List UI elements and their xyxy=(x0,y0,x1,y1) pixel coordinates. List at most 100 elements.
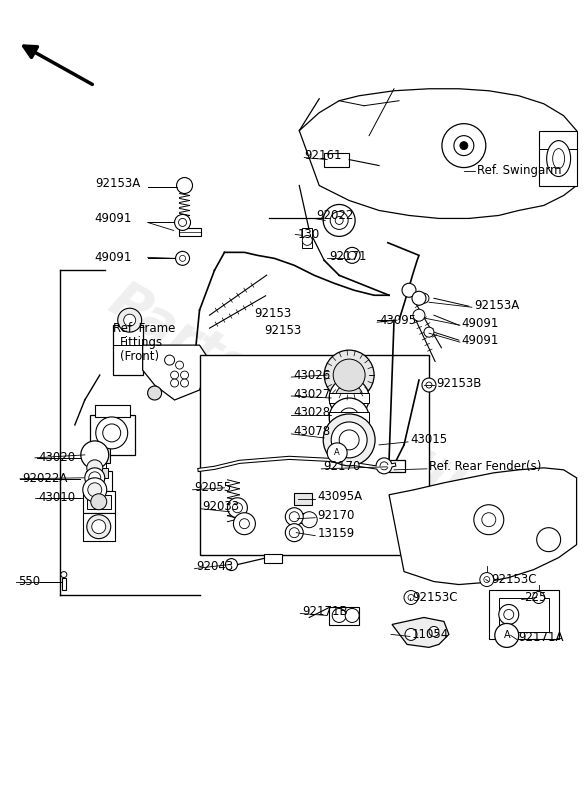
Circle shape xyxy=(165,355,175,365)
Circle shape xyxy=(179,255,186,262)
Circle shape xyxy=(227,498,248,518)
Circle shape xyxy=(426,382,432,388)
Circle shape xyxy=(404,590,418,605)
Text: PartsRepublik: PartsRepublik xyxy=(100,274,482,526)
Circle shape xyxy=(239,518,249,529)
Text: 92153A: 92153A xyxy=(95,177,140,190)
Text: Ref. Rear Fender(s): Ref. Rear Fender(s) xyxy=(429,460,541,474)
Bar xyxy=(200,355,429,554)
Circle shape xyxy=(91,494,107,510)
Text: 92153: 92153 xyxy=(265,324,301,337)
Ellipse shape xyxy=(547,141,571,177)
Bar xyxy=(83,513,114,541)
Text: 92171: 92171 xyxy=(329,250,367,263)
Circle shape xyxy=(87,460,103,476)
Circle shape xyxy=(88,482,102,497)
Circle shape xyxy=(533,591,545,603)
Text: 49091: 49091 xyxy=(95,251,132,264)
Circle shape xyxy=(289,512,299,522)
Text: 92022: 92022 xyxy=(316,209,353,222)
Text: Ref. Swingarm: Ref. Swingarm xyxy=(477,164,561,177)
Circle shape xyxy=(176,251,190,266)
Text: 550: 550 xyxy=(18,575,40,588)
Circle shape xyxy=(537,528,561,552)
Circle shape xyxy=(303,235,312,246)
Circle shape xyxy=(348,251,356,259)
Bar xyxy=(113,325,142,375)
Circle shape xyxy=(413,310,425,321)
Text: 43026: 43026 xyxy=(293,369,331,382)
Circle shape xyxy=(335,217,343,225)
Text: 43010: 43010 xyxy=(38,491,75,504)
Text: 130: 130 xyxy=(297,228,319,241)
Text: 225: 225 xyxy=(524,591,546,604)
Circle shape xyxy=(339,430,359,450)
Bar xyxy=(62,578,66,590)
Text: 92153C: 92153C xyxy=(491,573,536,586)
Circle shape xyxy=(301,512,317,528)
Circle shape xyxy=(148,386,162,400)
Bar xyxy=(324,153,349,166)
Text: 11054: 11054 xyxy=(412,628,449,641)
Bar xyxy=(87,465,103,477)
Text: 92171A: 92171A xyxy=(519,631,564,644)
Circle shape xyxy=(179,218,186,226)
Bar xyxy=(294,513,310,522)
Circle shape xyxy=(124,314,135,326)
Text: 43015: 43015 xyxy=(410,434,447,446)
Bar xyxy=(538,130,576,186)
Circle shape xyxy=(327,443,347,463)
Circle shape xyxy=(81,441,109,469)
Bar xyxy=(329,393,369,403)
Circle shape xyxy=(96,417,128,449)
Text: 49091: 49091 xyxy=(95,212,132,225)
Circle shape xyxy=(422,378,436,392)
Bar xyxy=(87,494,111,509)
Circle shape xyxy=(402,283,416,298)
Bar xyxy=(83,490,114,513)
Ellipse shape xyxy=(552,149,565,169)
Circle shape xyxy=(333,359,365,391)
Circle shape xyxy=(176,178,193,194)
Text: A: A xyxy=(503,630,510,641)
Circle shape xyxy=(329,378,369,418)
Circle shape xyxy=(412,291,426,306)
Text: 92022A: 92022A xyxy=(22,472,67,486)
Text: 92171B: 92171B xyxy=(303,605,348,618)
Text: 43095A: 43095A xyxy=(317,490,362,503)
Text: 92055: 92055 xyxy=(194,482,232,494)
Bar xyxy=(489,590,559,639)
Circle shape xyxy=(442,124,486,167)
Bar xyxy=(294,493,312,505)
Text: 92153A: 92153A xyxy=(474,298,519,312)
Text: 92153B: 92153B xyxy=(436,377,481,390)
Polygon shape xyxy=(299,89,576,218)
Bar xyxy=(303,229,312,248)
Text: 92170: 92170 xyxy=(323,460,360,474)
Bar xyxy=(179,229,200,236)
Text: 49091: 49091 xyxy=(462,317,499,330)
Circle shape xyxy=(89,472,101,484)
Bar xyxy=(86,471,112,490)
Circle shape xyxy=(286,524,303,542)
Circle shape xyxy=(176,361,183,369)
Bar xyxy=(265,554,282,562)
Circle shape xyxy=(482,513,496,526)
Text: 49091: 49091 xyxy=(462,334,499,346)
Bar xyxy=(92,463,106,471)
Circle shape xyxy=(232,502,242,513)
Text: 43078: 43078 xyxy=(293,426,331,438)
Text: 92161: 92161 xyxy=(304,149,342,162)
Circle shape xyxy=(332,609,346,622)
Circle shape xyxy=(61,571,67,578)
Bar xyxy=(88,445,110,463)
Text: 43028: 43028 xyxy=(293,406,331,419)
Bar xyxy=(95,405,130,417)
Polygon shape xyxy=(392,618,449,647)
Text: 13159: 13159 xyxy=(317,527,354,540)
Circle shape xyxy=(331,422,367,458)
Text: 43027: 43027 xyxy=(293,387,331,401)
Circle shape xyxy=(92,520,106,534)
Text: (Front): (Front) xyxy=(120,350,159,362)
Circle shape xyxy=(83,478,107,502)
